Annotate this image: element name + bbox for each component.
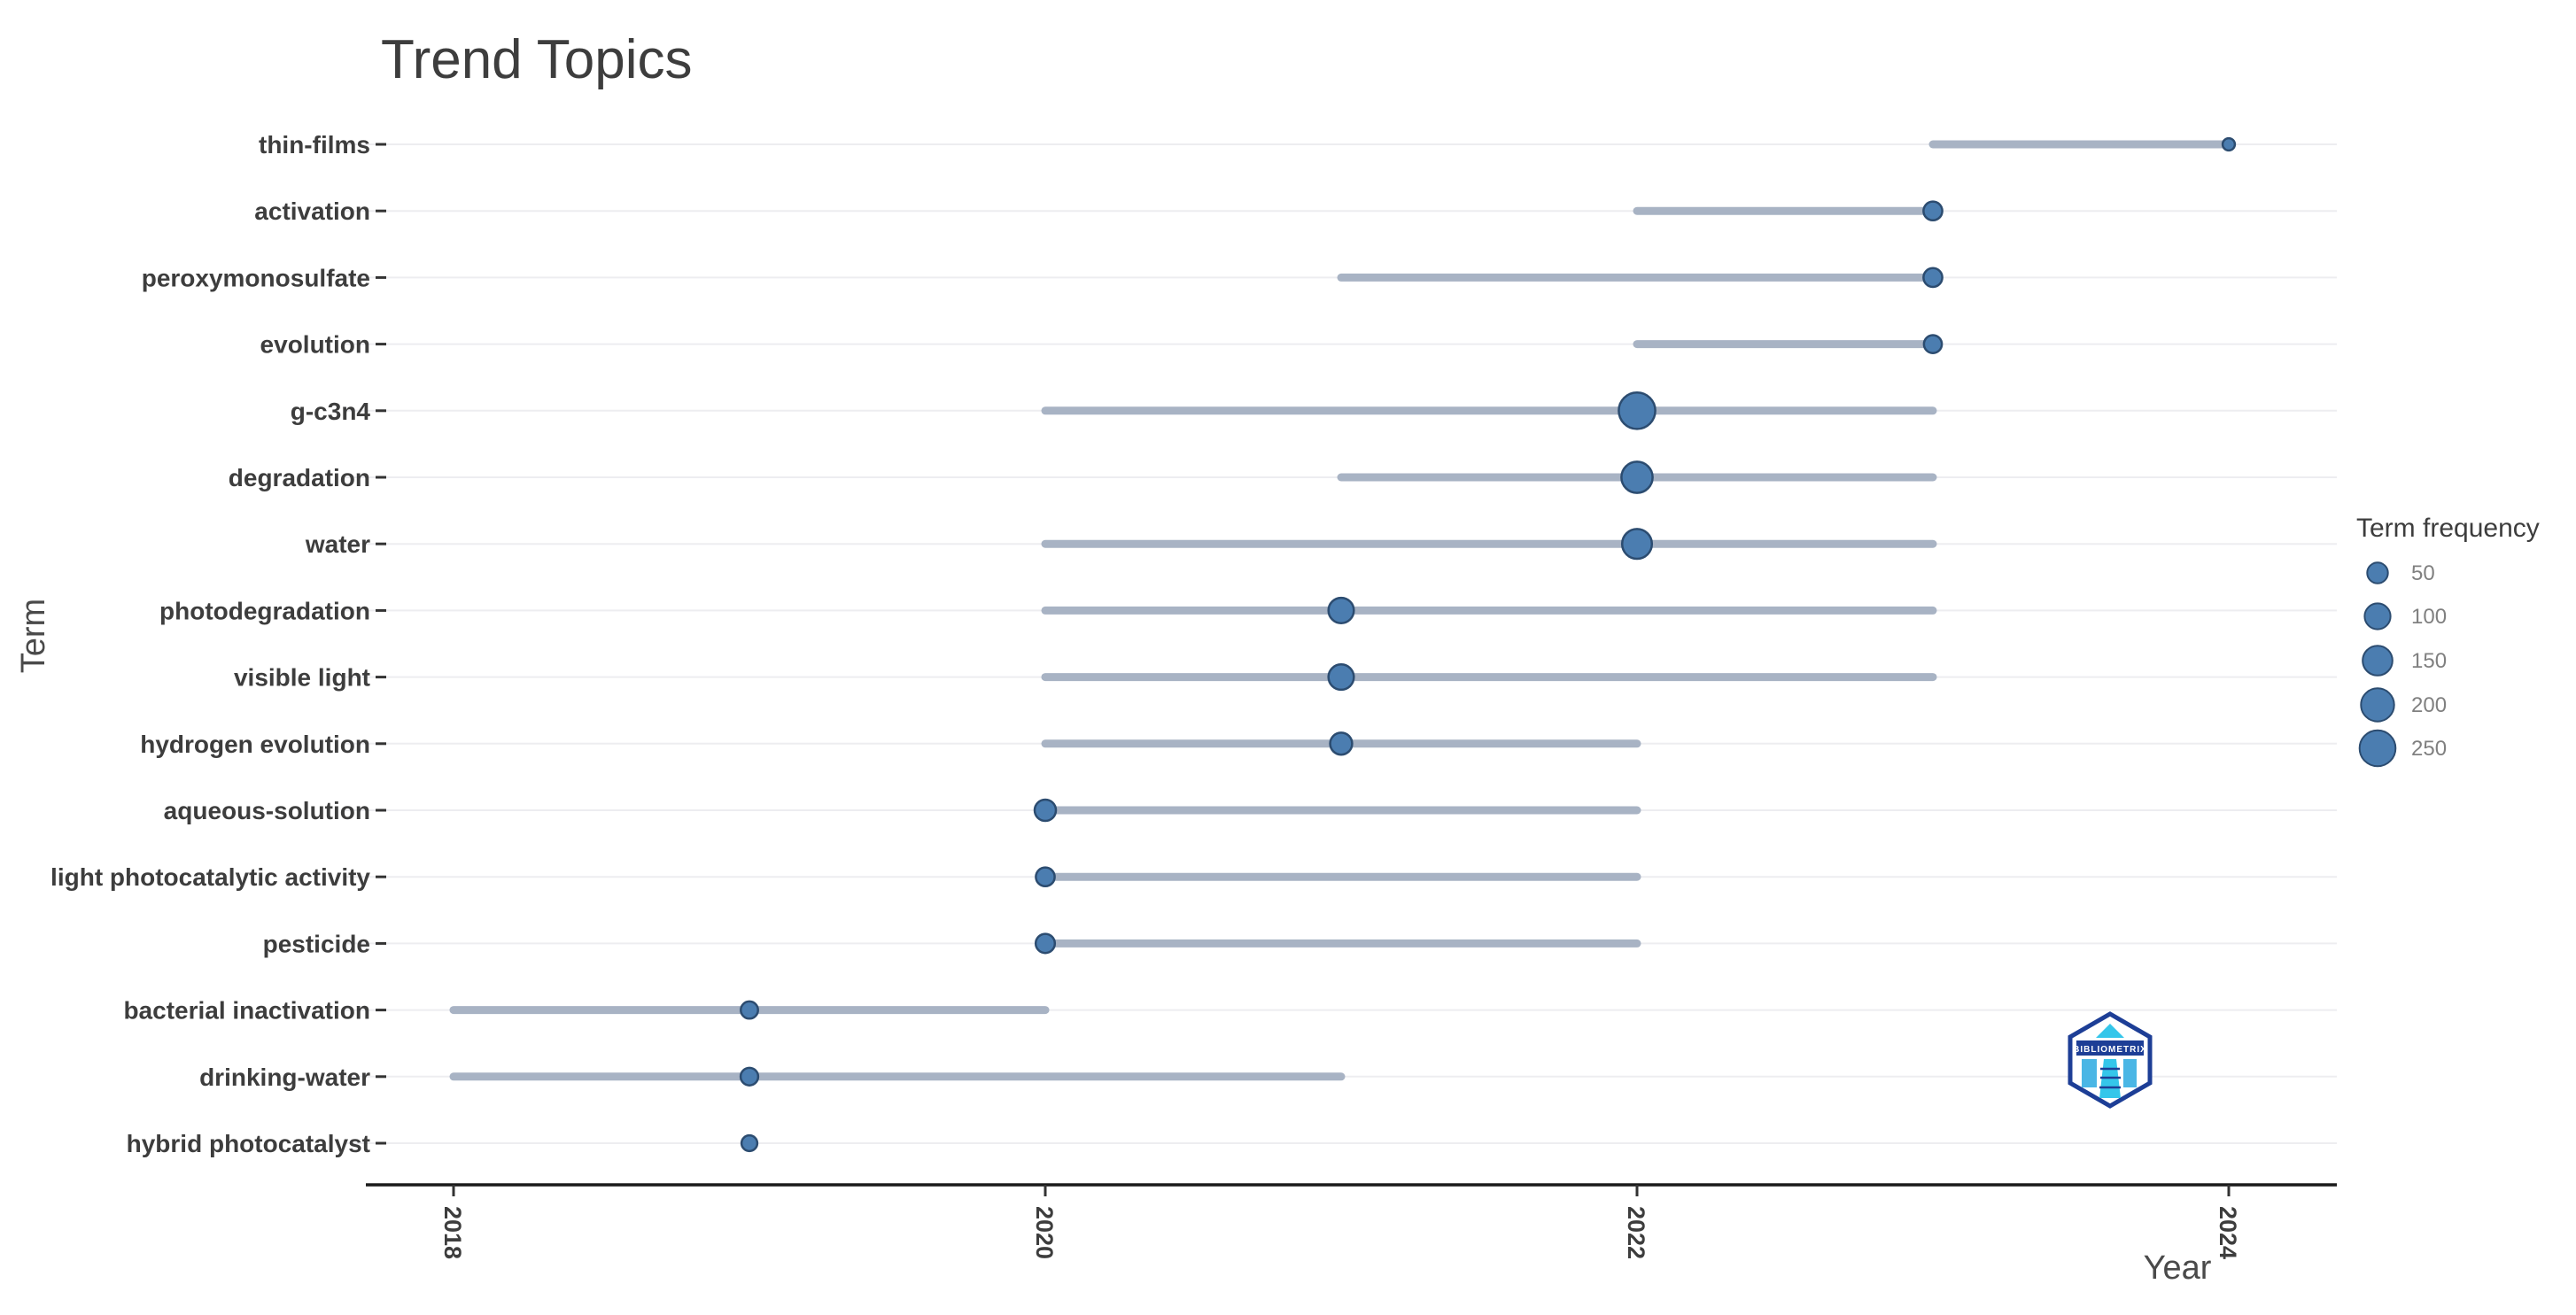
y-tick-label: activation <box>254 197 370 225</box>
term-dot <box>740 1133 759 1153</box>
y-tick <box>376 1009 386 1012</box>
term-dot <box>1327 596 1355 624</box>
term-dot <box>2221 136 2237 152</box>
y-tick-label: hybrid photocatalyst <box>127 1130 370 1157</box>
y-tick <box>376 875 386 878</box>
y-tick-label: drinking-water <box>199 1064 370 1091</box>
legend-value-label: 100 <box>2411 605 2447 629</box>
logo-roof-icon <box>2096 1024 2124 1038</box>
logo-text: BIBLIOMETRIX <box>2073 1045 2147 1055</box>
term-dot <box>739 1066 760 1087</box>
x-tick-label: 2024 <box>2215 1206 2241 1259</box>
term-dot <box>740 1000 759 1020</box>
y-tick <box>376 1075 386 1079</box>
term-dot <box>1620 460 1654 494</box>
legend: Term frequency 50 100 150 200 250 <box>2356 514 2540 768</box>
y-tick-label: evolution <box>260 331 370 359</box>
legend-value-label: 250 <box>2411 737 2447 761</box>
legend-value-label: 50 <box>2411 561 2435 585</box>
y-tick <box>376 476 386 479</box>
y-axis-labels: thin-films activation peroxymonosulfate evo… <box>50 131 386 1157</box>
legend-dot <box>2363 602 2392 630</box>
y-tick <box>376 1141 386 1145</box>
legend-title: Term frequency <box>2356 514 2540 543</box>
y-tick-label: g-c3n4 <box>291 398 371 425</box>
logo-left-block <box>2082 1059 2097 1087</box>
y-tick <box>376 409 386 413</box>
y-tick-label: thin-films <box>259 131 370 159</box>
legend-dot <box>2366 561 2389 584</box>
term-dot <box>1618 391 1657 430</box>
y-tick-label: visible light <box>234 664 370 692</box>
y-tick <box>376 343 386 346</box>
y-tick <box>376 676 386 679</box>
x-axis: 2018 2020 2022 2024 <box>366 1183 2337 1259</box>
legend-value-label: 150 <box>2411 649 2447 673</box>
legend-value-label: 200 <box>2411 693 2447 717</box>
term-dot <box>1922 334 1944 354</box>
y-tick <box>376 542 386 545</box>
y-tick-label: degradation <box>229 464 370 491</box>
term-frequency-dots <box>739 136 2237 1153</box>
x-tick-label: 2020 <box>1031 1206 1058 1259</box>
y-tick-label: aqueous-solution <box>164 797 370 824</box>
logo-text-band <box>2076 1040 2144 1056</box>
y-tick-label: bacterial inactivation <box>123 997 370 1025</box>
y-tick <box>376 941 386 945</box>
term-dot <box>1329 731 1354 756</box>
y-tick <box>376 742 386 746</box>
y-tick-label: pesticide <box>263 930 370 957</box>
term-dot <box>1034 932 1057 955</box>
y-tick-label: light photocatalytic activity <box>50 863 370 891</box>
term-dot <box>1922 200 1944 222</box>
term-dot <box>1035 866 1056 888</box>
logo-right-block <box>2123 1059 2137 1087</box>
legend-dot <box>2358 729 2397 768</box>
term-dot <box>1033 798 1058 823</box>
y-tick <box>376 275 386 279</box>
term-dot <box>1620 528 1654 561</box>
y-tick <box>376 209 386 213</box>
y-tick-label: water <box>305 530 370 558</box>
legend-dot <box>2360 687 2395 723</box>
x-tick-label: 2022 <box>1623 1206 1649 1259</box>
term-dot <box>1922 267 1944 289</box>
y-axis-title: Term <box>15 599 52 673</box>
y-tick-label: hydrogen evolution <box>140 731 370 758</box>
x-axis-title: Year <box>2144 1249 2212 1287</box>
chart-title: Trend Topics <box>381 29 693 90</box>
bibliometrix-logo: BIBLIOMETRIX <box>2068 1011 2153 1109</box>
gridlines <box>345 143 2337 1144</box>
x-tick-label: 2018 <box>439 1206 466 1259</box>
legend-dot <box>2362 645 2394 677</box>
y-tick-label: peroxymonosulfate <box>142 264 370 291</box>
y-tick <box>376 608 386 612</box>
y-tick-label: photodegradation <box>159 597 370 624</box>
y-tick <box>376 143 386 146</box>
term-range-lines <box>449 140 2233 1081</box>
term-dot <box>1327 663 1355 692</box>
y-tick <box>376 808 386 812</box>
